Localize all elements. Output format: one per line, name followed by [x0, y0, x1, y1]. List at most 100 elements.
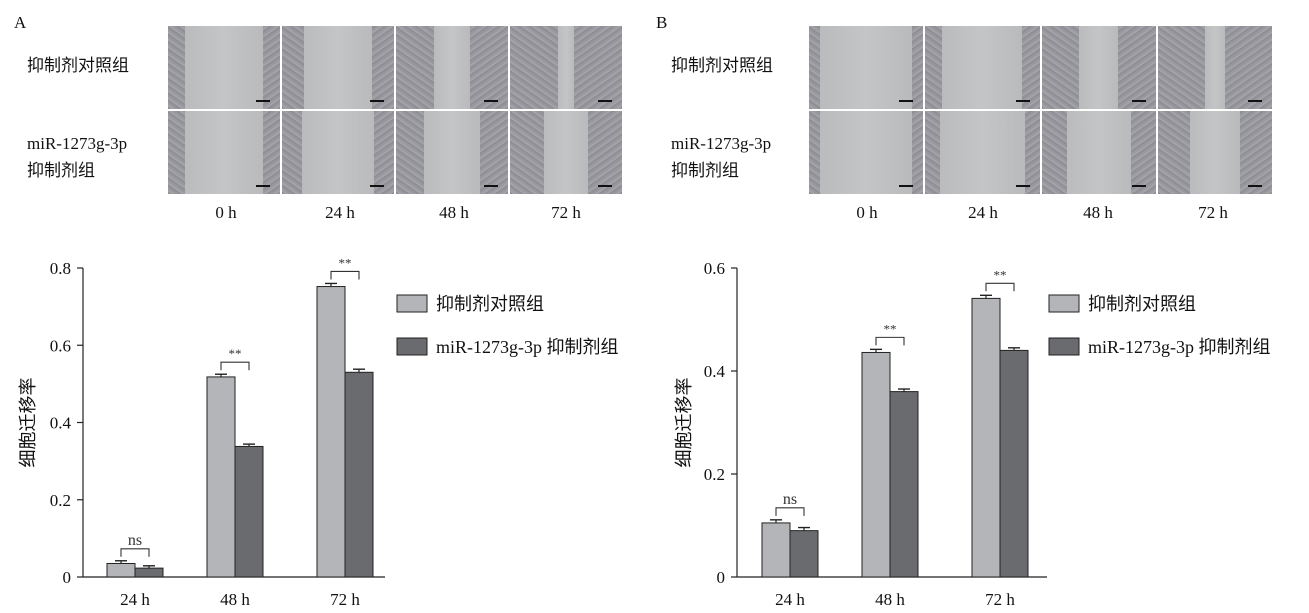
panel-b-micrograph-r2-c3 [1041, 111, 1156, 194]
bar-chart-a: 0 0.2 0.4 0.6 0.8 细胞迁移率 24 h ns 48 h ** 72 h ** 抑制剂对… [18, 255, 619, 609]
y-tick-label: 0.6 [704, 259, 725, 278]
scale-bar [598, 100, 612, 102]
y-tick-label: 0 [63, 568, 72, 587]
scale-bar [370, 185, 384, 187]
x-tick-label: 48 h [875, 590, 905, 609]
panel-a-micrograph-r1-c4 [510, 26, 622, 109]
panel-b-micrograph-r2-c4 [1157, 111, 1272, 194]
legend-swatch [396, 294, 428, 313]
significance-bracket [875, 336, 905, 346]
panel-a-micrograph-r2-c3 [396, 111, 508, 194]
legend-label: 抑制剂对照组 [1088, 294, 1196, 314]
y-tick-label: 0.2 [704, 465, 725, 484]
scale-bar [1248, 185, 1262, 187]
significance-label: ** [884, 321, 897, 336]
significance-bracket [775, 507, 805, 516]
bar [999, 349, 1029, 578]
panel-b-micrograph-r1-c2 [925, 26, 1040, 109]
row-label-inhibitor-b-line1: miR-1273g-3p [671, 134, 772, 153]
x-tick-label: 72 h [985, 590, 1015, 609]
significance-label: ** [339, 255, 352, 270]
scale-bar [1015, 100, 1030, 102]
time-label-48h-b: 48 h [1083, 203, 1113, 222]
x-tick-label: 24 h [775, 590, 805, 609]
legend-label: miR-1273g-3p 抑制剂组 [436, 337, 619, 357]
significance-bracket [220, 361, 250, 371]
significance-bracket [120, 548, 150, 557]
panel-a-micrograph-r1-c2 [282, 26, 394, 109]
time-label-24h-b: 24 h [968, 203, 998, 222]
scale-bar [899, 185, 914, 187]
panel-letter-b: B [656, 13, 668, 32]
panel-b-micrograph-r2-c1 [809, 111, 924, 194]
panel-a-micrograph-r2-c1 [168, 111, 280, 194]
time-label-0h-b: 0 h [856, 203, 878, 222]
scale-bar [1131, 185, 1146, 187]
y-tick-label: 0 [717, 568, 726, 587]
x-tick-label: 24 h [120, 590, 150, 609]
row-label-control-a: 抑制剂对照组 [27, 56, 129, 75]
scale-bar [1248, 100, 1262, 102]
scale-bar [1015, 185, 1030, 187]
bar [106, 562, 136, 578]
bar [344, 371, 374, 578]
significance-label: ns [128, 532, 142, 549]
legend-label: miR-1273g-3p 抑制剂组 [1088, 337, 1271, 357]
panel-a-micrograph-r1-c1 [168, 26, 280, 109]
bar [316, 286, 346, 578]
panel-b-micrograph-r1-c3 [1041, 26, 1156, 109]
bar [234, 445, 264, 578]
bar-chart-b: 0 0.2 0.4 0.6 细胞迁移率 24 h ns 48 h ** 72 h ** 抑制剂对照组 m… [674, 259, 1271, 609]
scale-bar [256, 100, 270, 102]
significance-label: ** [994, 267, 1007, 282]
y-axis-label: 细胞迁移率 [674, 378, 694, 468]
y-tick-label: 0.2 [50, 491, 71, 510]
time-label-0h-a: 0 h [215, 203, 237, 222]
bar [761, 522, 791, 578]
legend-label: 抑制剂对照组 [436, 294, 544, 314]
scale-bar [256, 185, 270, 187]
significance-label: ** [229, 346, 242, 361]
y-tick-label: 0.6 [50, 336, 71, 355]
scale-bar [484, 185, 498, 187]
significance-bracket [985, 282, 1015, 292]
panel-b-micrograph-r1-c4 [1157, 26, 1272, 109]
bar [889, 391, 919, 578]
time-label-24h-a: 24 h [325, 203, 355, 222]
significance-label: ns [783, 491, 797, 508]
bar [134, 567, 164, 578]
y-tick-label: 0.4 [704, 362, 726, 381]
bar [971, 297, 1001, 578]
scale-bar [598, 185, 612, 187]
panel-a-micrograph-r2-c4 [510, 111, 622, 194]
significance-bracket [330, 270, 360, 280]
panel-a-micrograph-r1-c3 [396, 26, 508, 109]
scale-bar [1131, 100, 1146, 102]
micrograph-grid-b [809, 26, 1272, 194]
row-label-control-b: 抑制剂对照组 [671, 56, 773, 75]
x-tick-label: 48 h [220, 590, 250, 609]
panel-b-micrograph-r2-c2 [925, 111, 1040, 194]
y-axis-label: 细胞迁移率 [18, 378, 38, 468]
legend-swatch [1048, 337, 1080, 356]
scale-bar [484, 100, 498, 102]
panel-b-micrograph-r1-c1 [809, 26, 924, 109]
scale-bar [370, 100, 384, 102]
legend-swatch [1048, 294, 1080, 313]
scale-bar [899, 100, 914, 102]
time-label-72h-a: 72 h [551, 203, 581, 222]
legend-swatch [396, 337, 428, 356]
x-tick-label: 72 h [330, 590, 360, 609]
bar [789, 530, 819, 578]
row-label-inhibitor-a-line2: 抑制剂组 [27, 161, 95, 180]
row-label-inhibitor-b-line2: 抑制剂组 [671, 161, 739, 180]
y-tick-label: 0.8 [50, 259, 71, 278]
micrograph-grid-a [168, 26, 622, 194]
y-tick-label: 0.4 [50, 414, 72, 433]
panel-letter-a: A [14, 13, 27, 32]
bar [861, 351, 891, 578]
panel-a-micrograph-r2-c2 [282, 111, 394, 194]
row-label-inhibitor-a-line1: miR-1273g-3p [27, 134, 128, 153]
time-label-48h-a: 48 h [439, 203, 469, 222]
bar [206, 376, 236, 578]
